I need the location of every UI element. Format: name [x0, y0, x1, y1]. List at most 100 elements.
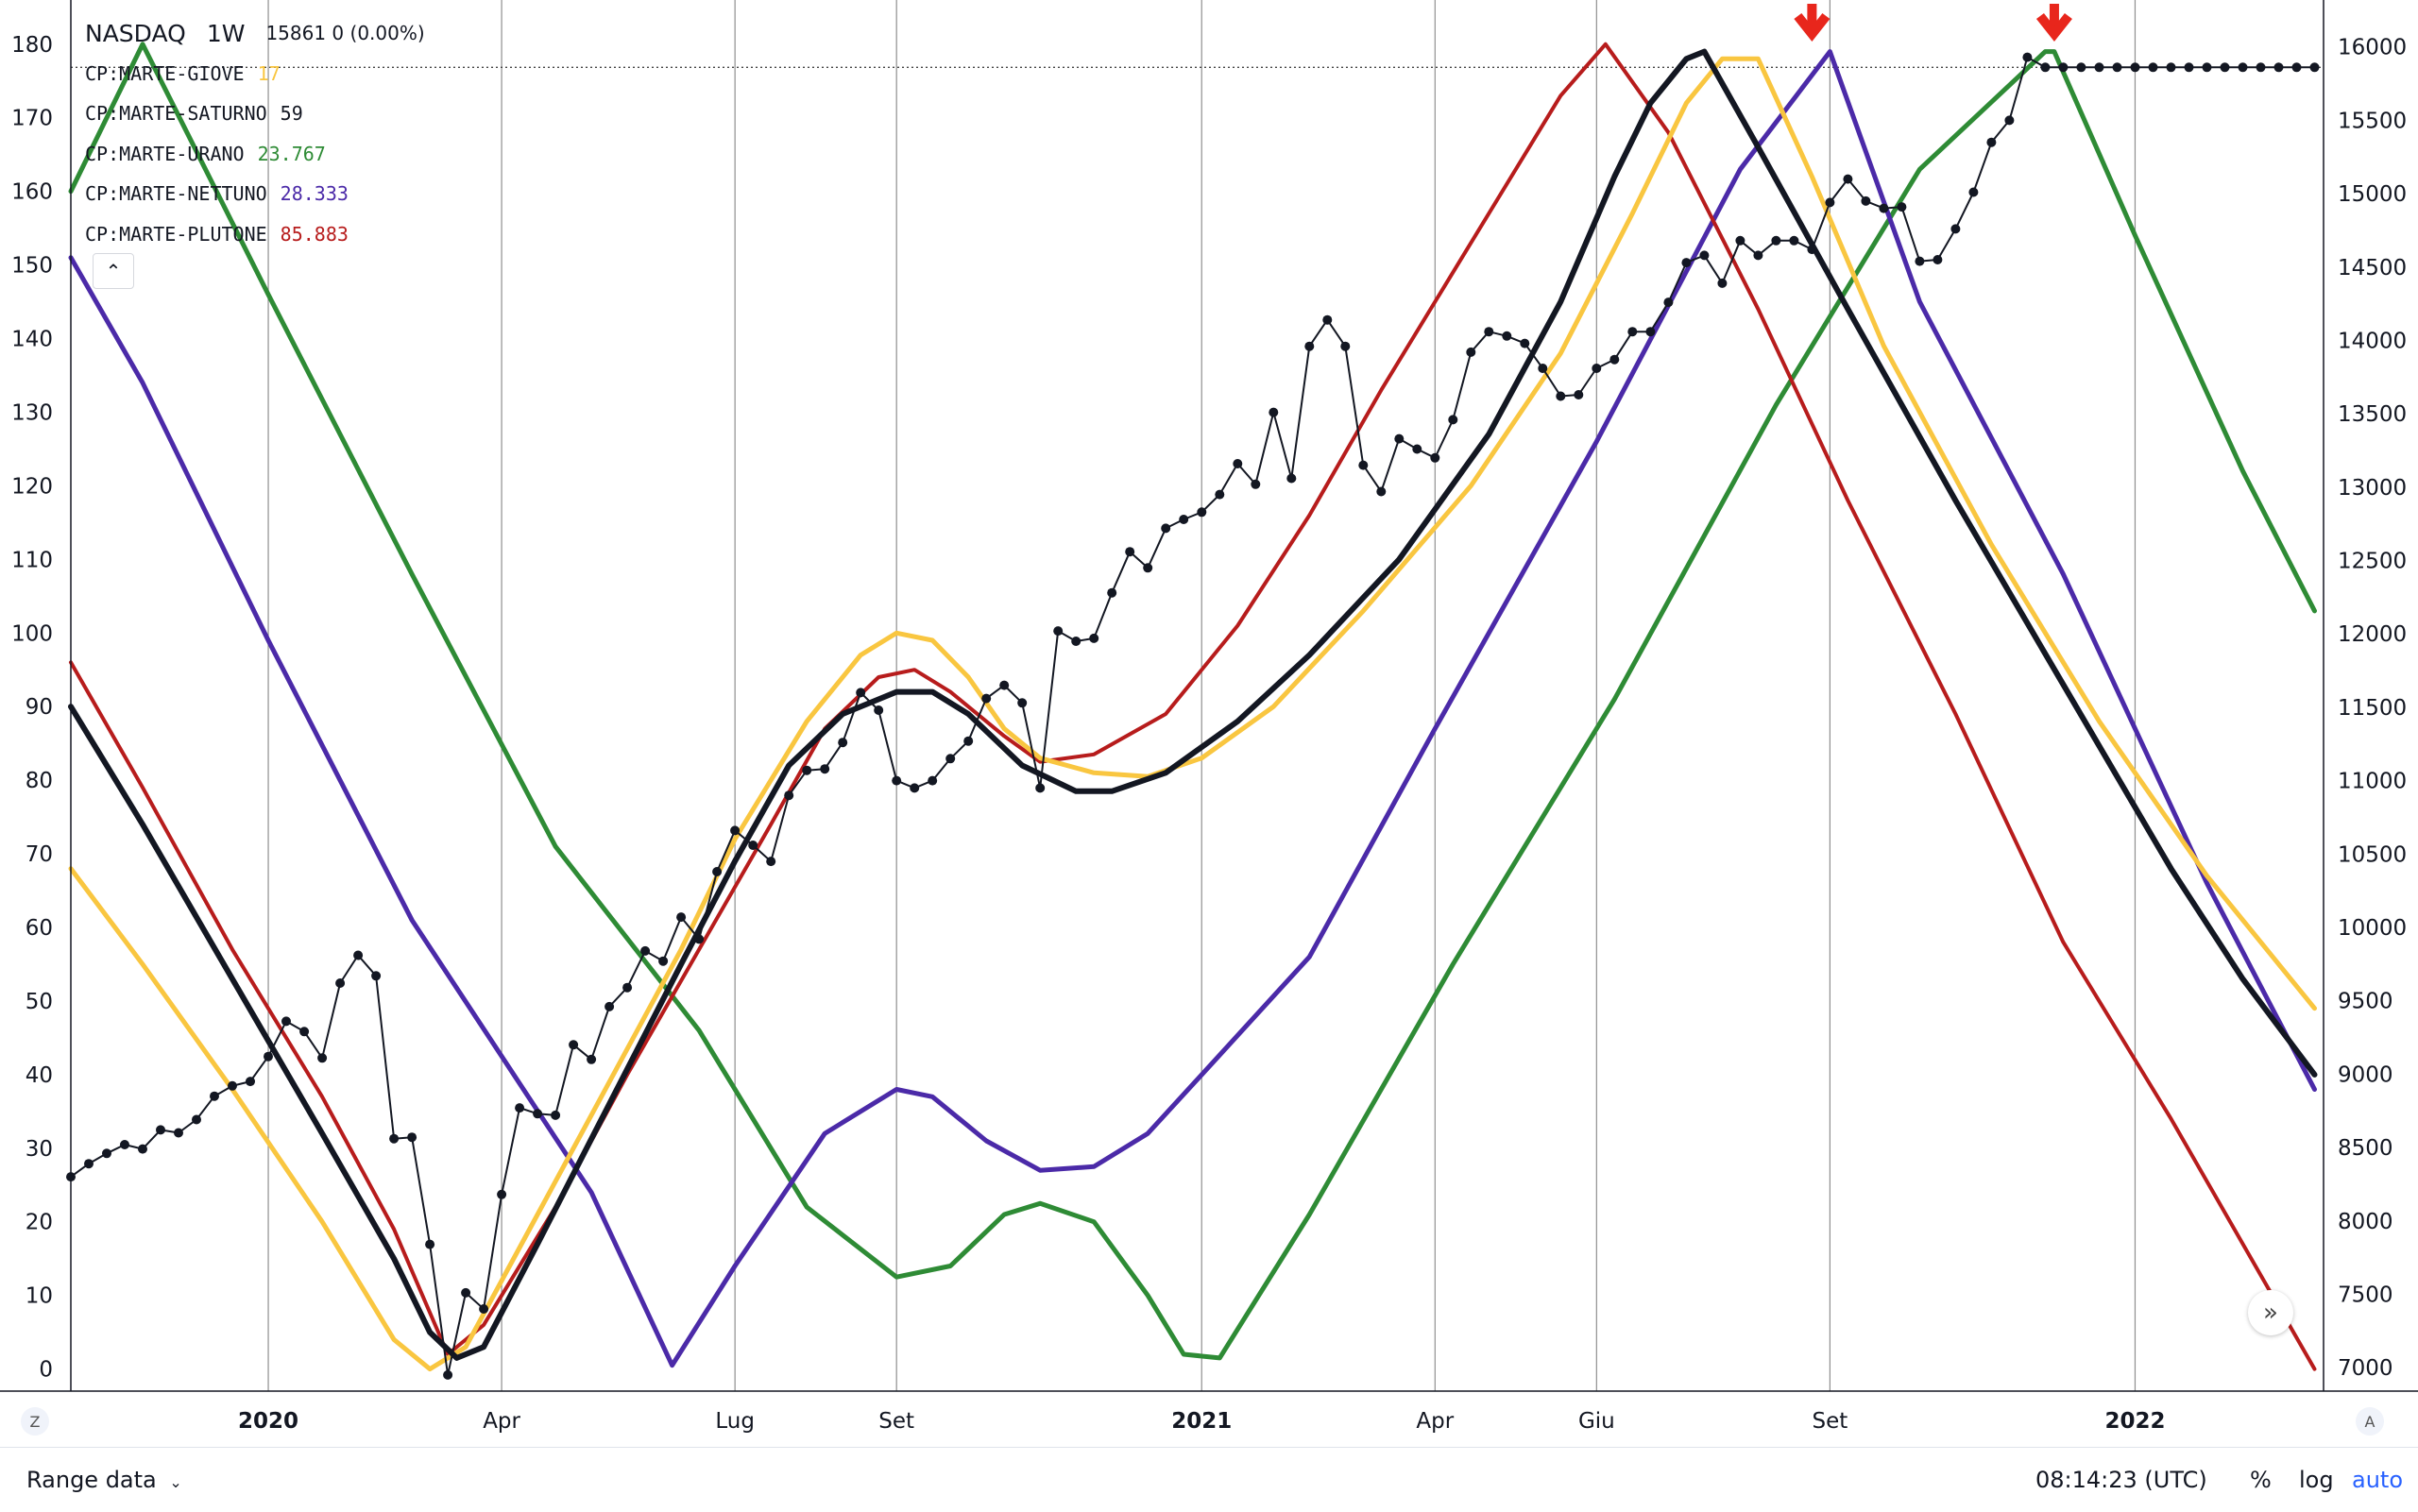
- legend-collapse-button[interactable]: ⌃: [93, 253, 134, 289]
- auto-scale-button[interactable]: auto: [2352, 1467, 2404, 1493]
- data-point: [1556, 391, 1566, 401]
- x-tick-label: Apr: [1416, 1409, 1454, 1434]
- auto-right-corner-button[interactable]: A: [2356, 1407, 2384, 1436]
- data-point: [1017, 698, 1028, 708]
- arrow-shaft: [1807, 4, 1817, 26]
- series-line[interactable]: [68, 49, 2317, 1368]
- left-tick-label: 130: [11, 400, 53, 425]
- data-point: [1950, 224, 1961, 234]
- legend-indicator-row[interactable]: CP:MARTE-URANO 23.767: [85, 134, 425, 175]
- chart-legend: NASDAQ 1W 15861 0 (0.00%) CP:MARTE-GIOVE…: [85, 13, 425, 254]
- data-point: [2058, 62, 2069, 73]
- data-point: [892, 775, 902, 786]
- right-tick-label: 10000: [2338, 916, 2407, 941]
- x-tick-label: Set: [878, 1409, 914, 1434]
- data-point: [371, 971, 382, 981]
- x-tick-label: Apr: [483, 1409, 520, 1434]
- scroll-to-realtime-button[interactable]: »: [2248, 1290, 2293, 1335]
- zoom-left-corner-button[interactable]: Z: [21, 1407, 49, 1436]
- data-point: [1699, 250, 1710, 261]
- data-point: [425, 1239, 435, 1249]
- corner-left-label: Z: [29, 1412, 41, 1431]
- data-point: [838, 738, 848, 748]
- data-point: [730, 825, 741, 836]
- data-point: [1843, 174, 1853, 184]
- data-point: [497, 1189, 507, 1199]
- data-point: [2238, 62, 2248, 73]
- utc-clock: 08:14:23 (UTC): [2035, 1467, 2207, 1493]
- data-point: [945, 754, 956, 764]
- percent-scale-button[interactable]: %: [2250, 1467, 2272, 1493]
- right-tick-label: 15000: [2338, 182, 2407, 207]
- legend-indicator-row[interactable]: CP:MARTE-PLUTONE 85.883: [85, 214, 425, 255]
- data-point: [2202, 62, 2212, 73]
- data-point: [658, 956, 669, 966]
- indicator-name: CP:MARTE-PLUTONE: [85, 222, 267, 246]
- data-point: [1717, 278, 1728, 288]
- data-point: [1574, 390, 1584, 399]
- corner-right-label: A: [2364, 1412, 2375, 1431]
- data-point: [1215, 489, 1225, 500]
- log-scale-button[interactable]: log: [2299, 1467, 2334, 1493]
- left-tick-label: 100: [11, 621, 53, 646]
- right-tick-label: 11500: [2338, 696, 2407, 721]
- data-point: [2184, 62, 2194, 73]
- data-point: [2130, 62, 2140, 73]
- data-point: [1143, 563, 1153, 573]
- data-point: [1161, 523, 1171, 534]
- timeframe[interactable]: 1W: [206, 19, 246, 47]
- left-tick-label: 30: [26, 1137, 53, 1162]
- chevron-up-icon: ⌃: [105, 260, 122, 282]
- data-point: [1286, 473, 1297, 484]
- data-point: [1035, 783, 1046, 793]
- data-point: [910, 783, 920, 793]
- chart-canvas[interactable]: 2020 Apr Lug Set 2021 Apr Giu Set 2022 0 10 20 30 40 5…: [0, 0, 2418, 1447]
- right-tick-label: 11000: [2338, 770, 2407, 794]
- symbol-name[interactable]: NASDAQ: [85, 19, 186, 47]
- legend-indicator-row[interactable]: CP:MARTE-SATURNO 59: [85, 93, 425, 134]
- bottom-toolbar: Range data ⌄ 08:14:23 (UTC) % log auto: [0, 1447, 2418, 1512]
- data-point: [928, 775, 938, 786]
- data-point: [712, 867, 723, 876]
- range-data-button[interactable]: Range data ⌄: [26, 1467, 182, 1493]
- legend-indicator-row[interactable]: CP:MARTE-NETTUNO 28.333: [85, 174, 425, 214]
- data-point: [1771, 235, 1781, 246]
- series-line[interactable]: [68, 42, 2317, 1361]
- data-point: [999, 680, 1010, 690]
- data-point: [2309, 62, 2320, 73]
- data-point: [766, 857, 776, 867]
- data-point: [1502, 331, 1512, 341]
- indicator-value: 28.333: [280, 182, 349, 206]
- data-point: [604, 1001, 615, 1011]
- indicator-value: 23.767: [257, 142, 326, 165]
- x-tick-label: Lug: [715, 1409, 755, 1434]
- arrow-shaft: [2049, 4, 2059, 26]
- data-point: [1197, 507, 1207, 518]
- left-tick-label: 40: [26, 1063, 53, 1088]
- data-point: [856, 688, 866, 698]
- data-point: [981, 693, 992, 704]
- data-point: [443, 1369, 453, 1380]
- right-tick-label: 13000: [2338, 476, 2407, 501]
- left-tick-label: 160: [11, 180, 53, 205]
- data-point: [2273, 62, 2284, 73]
- data-point: [210, 1091, 219, 1101]
- data-point: [1430, 452, 1440, 463]
- right-tick-label: 10500: [2338, 842, 2407, 867]
- data-point: [1394, 433, 1405, 444]
- data-point: [1376, 486, 1387, 497]
- right-tick-label: 13500: [2338, 402, 2407, 427]
- right-tick-label: 7000: [2338, 1356, 2393, 1381]
- series-line[interactable]: [68, 56, 2317, 1372]
- left-tick-label: 90: [26, 695, 53, 720]
- data-point: [317, 1053, 328, 1063]
- arrow-down-icon: [2035, 4, 2072, 42]
- left-tick-label: 170: [11, 107, 53, 131]
- arrow-head: [2035, 13, 2072, 42]
- indicator-name: CP:MARTE-URANO: [85, 142, 245, 165]
- legend-indicator-row[interactable]: CP:MARTE-GIOVE 17: [85, 54, 425, 94]
- series-line[interactable]: [69, 42, 2317, 1371]
- data-point: [1412, 444, 1422, 454]
- series-line[interactable]: [68, 48, 2318, 1361]
- series-line[interactable]: [70, 56, 2316, 1376]
